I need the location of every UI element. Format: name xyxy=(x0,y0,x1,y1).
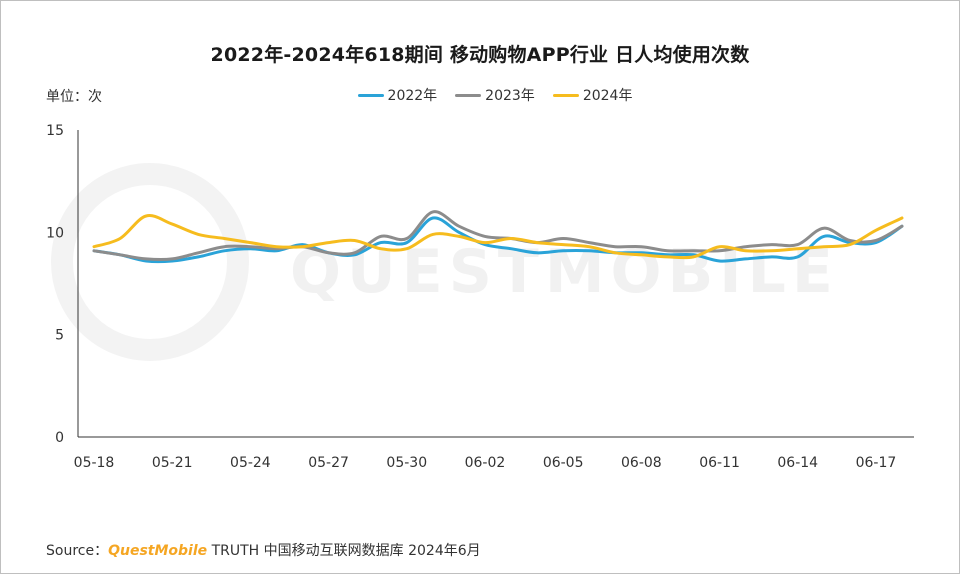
x-tick-label: 06-08 xyxy=(621,455,662,471)
x-tick-label: 06-14 xyxy=(777,455,818,471)
series-line-2024 xyxy=(92,214,904,260)
watermark-logo xyxy=(51,163,249,361)
y-tick-label: 0 xyxy=(55,430,64,446)
legend: 2022年 2023年 2024年 xyxy=(0,85,960,105)
y-tick-label: 15 xyxy=(46,123,64,139)
x-tick-label: 05-21 xyxy=(152,455,193,471)
legend-swatch-2024 xyxy=(552,93,579,97)
x-tick-label: 06-02 xyxy=(465,455,506,471)
x-tick-label: 05-18 xyxy=(74,455,115,471)
y-tick-label: 5 xyxy=(55,328,64,344)
x-tick-label: 06-17 xyxy=(856,455,897,471)
x-tick-label: 05-30 xyxy=(386,455,427,471)
x-tick-label: 05-27 xyxy=(308,455,349,471)
source-note: Source：QuestMobile TRUTH 中国移动互联网数据库 2024… xyxy=(46,540,481,560)
chart-title: 2022年-2024年618期间 移动购物APP行业 日人均使用次数 xyxy=(210,44,750,66)
source-brand: QuestMobile xyxy=(108,543,208,559)
source-prefix: Source： xyxy=(46,543,109,559)
source-suffix: TRUTH 中国移动互联网数据库 2024年6月 xyxy=(207,543,481,559)
legend-label-2023: 2023年 xyxy=(485,88,535,104)
legend-swatch-2022 xyxy=(357,93,384,97)
unit-label: 单位：次 xyxy=(46,89,102,105)
legend-label-2022: 2022年 xyxy=(387,88,438,104)
x-tick-label: 05-24 xyxy=(230,455,271,471)
x-tick-label: 06-11 xyxy=(699,455,740,471)
y-tick-label: 10 xyxy=(46,225,64,241)
legend-item-2022: 2022年 xyxy=(357,85,438,105)
x-tick-label: 06-05 xyxy=(543,455,584,471)
legend-label-2024: 2024年 xyxy=(582,88,633,104)
series-line-2023 xyxy=(92,210,904,262)
series-line-2022 xyxy=(92,216,904,264)
legend-swatch-2023 xyxy=(455,93,482,97)
legend-item-2023: 2023年 xyxy=(455,85,535,105)
legend-item-2024: 2024年 xyxy=(552,85,633,105)
